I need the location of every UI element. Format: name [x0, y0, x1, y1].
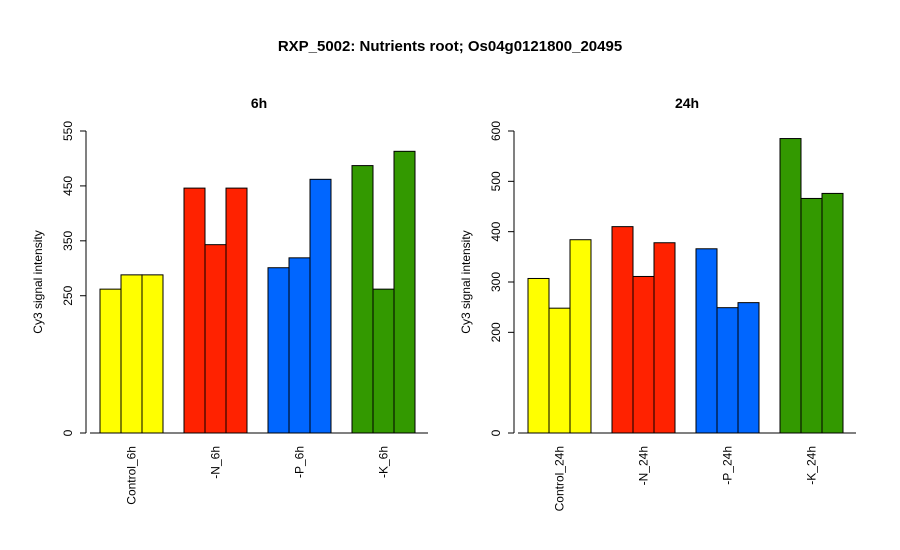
y-tick-label: 200 [489, 322, 503, 342]
bar-group: -P_6h [267, 178, 332, 478]
x-tick-label: -K_24h [805, 446, 819, 485]
x-tick-label: -N_24h [637, 446, 651, 485]
panel-title: 24h [675, 95, 699, 111]
bar [309, 178, 332, 434]
y-tick-label: 350 [61, 230, 75, 250]
bar [611, 226, 634, 434]
y-axis-label: Cy3 signal intensity [31, 230, 45, 333]
bar-group: Control_6h [99, 274, 164, 505]
bar [267, 267, 290, 434]
bar-group: -K_24h [779, 138, 844, 485]
bar [695, 248, 718, 434]
bar [204, 244, 227, 434]
y-tick-label: 450 [61, 176, 75, 196]
bar-group: -N_6h [183, 187, 248, 479]
chart-panel-1: 24h Control_24h -N_24h -P_24h -K_24h 0 200 300 4… [459, 95, 856, 511]
x-tick-label: -P_6h [293, 446, 307, 478]
bar [141, 274, 164, 434]
bar [821, 192, 844, 434]
bar [716, 307, 739, 434]
y-tick-label: 300 [489, 272, 503, 292]
y-tick-label: 250 [61, 285, 75, 305]
bar-group: -P_24h [695, 248, 760, 485]
bar [548, 307, 571, 434]
panel-title: 6h [251, 95, 267, 111]
bar [372, 288, 395, 434]
x-tick-label: -K_6h [377, 446, 391, 478]
bar [393, 150, 416, 434]
bar [779, 138, 802, 434]
chart-panel-0: 6h Control_6h -N_6h -P_6h -K_6h 0 250 350 450 550… [31, 95, 428, 505]
y-tick-label: 0 [61, 429, 75, 436]
bar [351, 165, 374, 434]
bar [632, 275, 655, 434]
bar-group: -K_6h [351, 150, 416, 478]
bar [653, 242, 676, 434]
y-tick-label: 550 [61, 121, 75, 141]
y-tick-label: 0 [489, 429, 503, 436]
y-tick-label: 500 [489, 171, 503, 191]
bar-group: Control_24h [527, 239, 592, 511]
bar [99, 288, 122, 434]
bar [183, 187, 206, 434]
y-tick-label: 400 [489, 221, 503, 241]
bar [569, 239, 592, 434]
x-tick-label: Control_24h [553, 446, 567, 511]
x-tick-label: Control_6h [125, 446, 139, 505]
y-tick-label: 600 [489, 121, 503, 141]
bar [800, 197, 823, 434]
figure-title: RXP_5002: Nutrients root; Os04g0121800_2… [277, 38, 623, 55]
bar [527, 277, 550, 434]
bar [288, 257, 311, 434]
bar [737, 302, 760, 434]
x-tick-label: -P_24h [721, 446, 735, 485]
bar [120, 274, 143, 434]
y-axis-label: Cy3 signal intensity [459, 230, 473, 333]
x-tick-label: -N_6h [209, 446, 223, 479]
bar [225, 187, 248, 434]
bar-group: -N_24h [611, 226, 676, 485]
